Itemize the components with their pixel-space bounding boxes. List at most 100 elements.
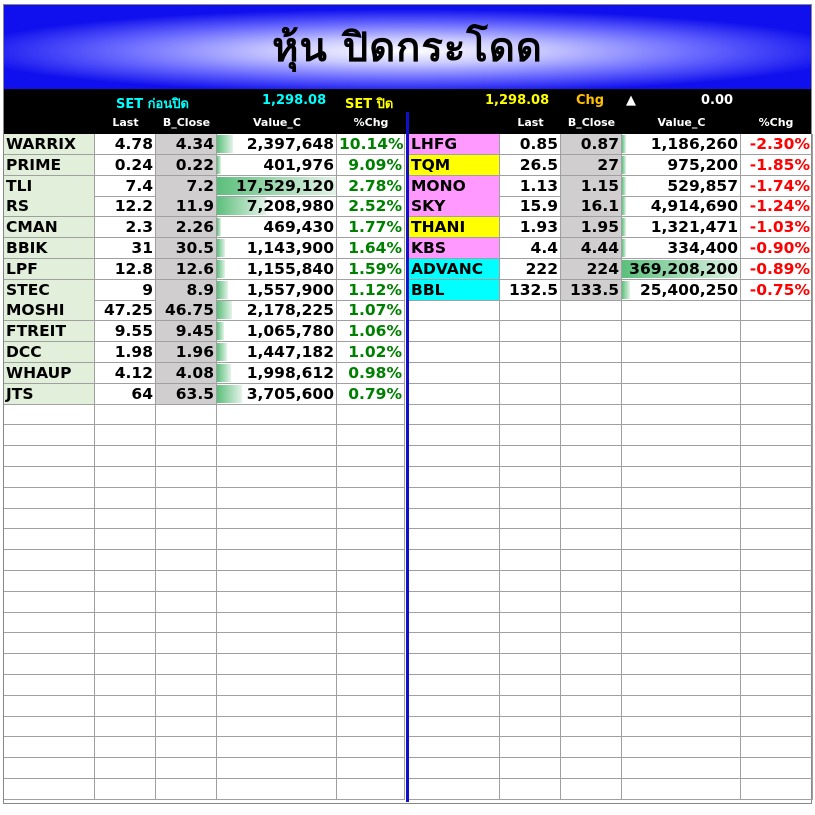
gainer-cell-pct: 1.06% [337,321,405,343]
gainer-cell-bclose [156,758,217,779]
loser-cell-last [500,508,561,530]
gainer-cell-last: 4.12 [95,362,156,384]
up-arrow-icon: ▲ [626,93,636,108]
loser-row: MONO 1.13 1.15 529,857 -1.74% [409,175,813,197]
value-data-bar [622,218,626,237]
gainer-cell-value [217,778,337,800]
gainer-cell-name [4,633,95,655]
loser-cell-last [500,633,561,655]
loser-row [409,758,813,779]
loser-cell-bclose [561,654,622,675]
loser-row [409,425,813,447]
gainer-cell-last: 31 [95,238,156,259]
gainer-cell-bclose: 4.34 [156,134,217,155]
loser-cell-name [409,529,500,551]
loser-row [409,342,813,363]
gainer-row: LPF 12.8 12.6 1,155,840 1.59% [4,258,405,280]
loser-cell-pct [741,487,813,509]
gainer-cell-bclose [156,695,217,717]
gainer-cell-name [4,550,95,571]
loser-cell-bclose [561,404,622,426]
loser-row [409,633,813,655]
gainer-cell-value [217,425,337,447]
gainer-cell-pct [337,487,405,509]
loser-cell-bclose [561,508,622,530]
gainer-cell-last [95,737,156,759]
gainer-cell-bclose: 9.45 [156,321,217,343]
gainer-cell-last: 12.8 [95,258,156,280]
loser-cell-pct [741,446,813,467]
value-data-bar [217,155,221,174]
loser-cell-last [500,383,561,405]
gainer-cell-pct [337,466,405,488]
gainer-cell-value [217,487,337,509]
gainer-cell-pct [337,591,405,613]
loser-cell-pct [741,404,813,426]
gainer-cell-value: 7,208,980 [217,196,337,218]
gainer-cell-bclose [156,654,217,675]
loser-cell-value [622,758,741,779]
loser-cell-last [500,466,561,488]
loser-row: ADVANC 222 224 369,208,200 -0.89% [409,258,813,280]
gainer-cell-value [217,716,337,738]
title-banner: หุ้น ปิดกระโดด [4,5,811,89]
gainer-cell-pct [337,446,405,467]
gainer-cell-value: 1,447,182 [217,342,337,363]
loser-cell-bclose [561,591,622,613]
loser-row [409,446,813,467]
value-data-bar [217,135,234,153]
loser-cell-name [409,550,500,571]
gainer-cell-pct: 1.07% [337,300,405,322]
gainer-cell-name [4,758,95,779]
gainer-cell-pct: 2.78% [337,175,405,197]
loser-cell-value [622,591,741,613]
gainer-cell-value: 1,065,780 [217,321,337,343]
gainer-cell-value [217,674,337,696]
loser-cell-value [622,425,741,447]
gainer-cell-bclose: 4.08 [156,362,217,384]
loser-cell-last [500,487,561,509]
loser-cell-bclose [561,446,622,467]
value-data-bar [622,259,740,278]
loser-row [409,716,813,738]
gainer-row: BBIK 31 30.5 1,143,900 1.64% [4,238,405,259]
gainer-row [4,466,405,488]
gainer-row [4,737,405,759]
gainer-cell-pct [337,508,405,530]
gainer-cell-pct [337,529,405,551]
gainer-cell-bclose [156,508,217,530]
gainer-cell-name: BBIK [4,238,95,259]
gainer-cell-name: DCC [4,342,95,363]
loser-row [409,508,813,530]
gainer-cell-last [95,591,156,613]
gainer-cell-pct [337,716,405,738]
gainer-row: FTREIT 9.55 9.45 1,065,780 1.06% [4,321,405,343]
gainer-cell-pct [337,425,405,447]
loser-cell-value [622,383,741,405]
loser-cell-pct [741,362,813,384]
gainer-cell-pct [337,758,405,779]
gainer-cell-name: LPF [4,258,95,280]
loser-cell-name [409,362,500,384]
loser-cell-pct [741,508,813,530]
gainer-cell-value: 1,155,840 [217,258,337,280]
gainer-cell-value [217,550,337,571]
gainer-cell-name: TLI [4,175,95,197]
loser-cell-pct: -0.89% [741,258,813,280]
value-data-bar [217,343,227,361]
gainer-cell-name: FTREIT [4,321,95,343]
loser-row: SKY 15.9 16.1 4,914,690 -1.24% [409,196,813,218]
gainer-row [4,778,405,800]
loser-cell-last [500,695,561,717]
loser-cell-name [409,300,500,322]
gainer-cell-last [95,674,156,696]
gainer-cell-value: 1,143,900 [217,238,337,259]
loser-cell-last: 132.5 [500,279,561,301]
gainer-cell-value: 2,397,648 [217,134,337,155]
gainer-row [4,695,405,717]
gainer-cell-bclose: 46.75 [156,300,217,322]
loser-cell-value: 4,914,690 [622,196,741,218]
gainer-cell-pct [337,654,405,675]
gainer-cell-bclose [156,633,217,655]
gainer-cell-bclose: 63.5 [156,383,217,405]
